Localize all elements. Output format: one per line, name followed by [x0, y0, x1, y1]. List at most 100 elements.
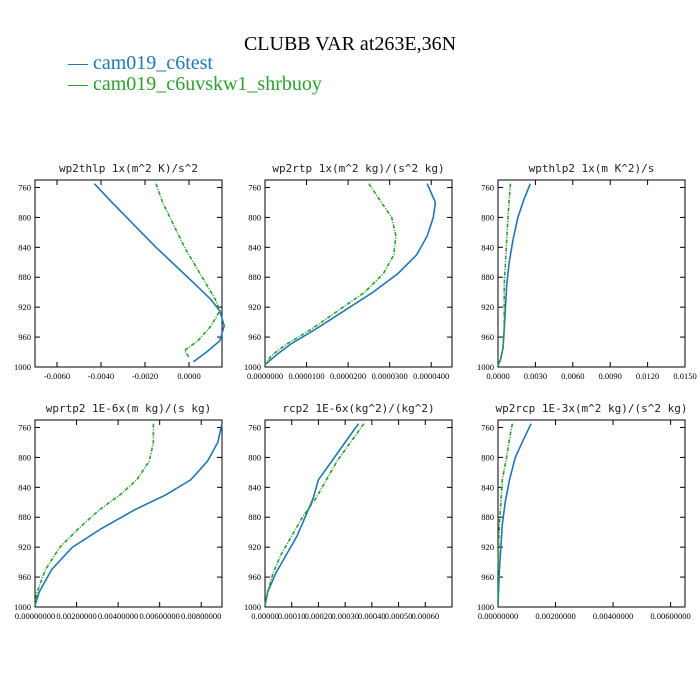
y-tick-label: 880 — [481, 512, 494, 522]
y-tick-label: 880 — [18, 512, 31, 522]
y-tick-label: 920 — [481, 302, 494, 312]
x-tick-label: 0.0000100 — [288, 371, 324, 381]
y-tick-label: 960 — [18, 332, 31, 342]
panel-frame — [34, 419, 223, 608]
x-tick-label: 0.0120 — [636, 371, 659, 381]
series-line-c6test — [34, 423, 223, 606]
y-tick-label: 1000 — [14, 602, 31, 612]
y-tick-label: 960 — [481, 572, 494, 582]
x-tick-label: 0.00000000 — [478, 611, 518, 621]
series-line-shrbuoy — [34, 423, 155, 606]
x-tick-label: 0.0000400 — [413, 371, 449, 381]
y-tick-label: 760 — [18, 182, 31, 192]
y-tick-label: 960 — [248, 572, 261, 582]
y-tick-label: 800 — [481, 212, 494, 222]
x-tick-label: -0.0040 — [88, 371, 114, 381]
series-line-shrbuoy — [264, 423, 365, 606]
series-line-shrbuoy — [155, 183, 221, 358]
panel-title: wp2thlp 1x(m^2 K)/s^2 — [59, 162, 198, 175]
y-tick-label: 1000 — [477, 362, 494, 372]
x-tick-label: 0.0000000 — [247, 371, 283, 381]
y-tick-label: 880 — [18, 272, 31, 282]
y-tick-label: 920 — [18, 302, 31, 312]
x-tick-label: -0.0060 — [44, 371, 70, 381]
panel-2: wp2rtp 1x(m^2 kg)/(s^2 kg) 760 800 840 880 92… — [244, 162, 453, 381]
x-tick-label: -0.0020 — [132, 371, 158, 381]
x-tick-label: 0.0000200 — [330, 371, 366, 381]
y-tick-label: 920 — [248, 302, 261, 312]
panel-frame — [264, 179, 453, 368]
y-tick-label: 800 — [248, 212, 261, 222]
y-tick-label: 800 — [481, 452, 494, 462]
series-line-shrbuoy — [497, 423, 514, 606]
x-tick-label: 0.00060 — [411, 611, 439, 621]
panel-5: rcp2 1E-6x(kg^2)/(kg^2) 760 800 840 880 920 96… — [244, 402, 453, 621]
x-tick-label: 0.0060 — [561, 371, 584, 381]
panel-title: wpthlp2 1x(m K^2)/s — [529, 162, 655, 175]
panel-frame — [34, 179, 223, 368]
legend-entry-shrbuoy: — cam019_c6uvskw1_shrbuoy — [67, 73, 322, 95]
figure-title: CLUBB VAR at263E,36N — [244, 33, 456, 55]
x-tick-label: 0.00030 — [331, 611, 359, 621]
x-tick-label: 0.00200000 — [535, 611, 575, 621]
y-tick-label: 880 — [248, 272, 261, 282]
y-tick-label: 800 — [18, 452, 31, 462]
panel-title: wp2rtp 1x(m^2 kg)/(s^2 kg) — [272, 162, 444, 175]
y-tick-label: 760 — [481, 182, 494, 192]
y-tick-label: 840 — [248, 242, 261, 252]
y-tick-label: 840 — [481, 482, 494, 492]
x-tick-label: 0.00600000 — [139, 611, 179, 621]
x-tick-label: 0.00050 — [385, 611, 413, 621]
y-tick-label: 960 — [481, 332, 494, 342]
series-line-c6test — [93, 183, 226, 363]
panel-title: wprtp2 1E-6x(m kg)/(s kg) — [46, 402, 212, 415]
x-tick-label: 0.00000000 — [15, 611, 55, 621]
x-tick-label: 0.00020 — [305, 611, 333, 621]
y-tick-label: 800 — [18, 212, 31, 222]
x-tick-label: 0.0030 — [524, 371, 547, 381]
panels-group: wp2thlp 1x(m^2 K)/s^2 760 800 840 880 920 960 1… — [14, 162, 697, 621]
series-line-c6test — [264, 183, 437, 366]
series-line-shrbuoy — [497, 183, 512, 366]
y-tick-label: 1000 — [244, 602, 261, 612]
x-tick-label: 0.00800000 — [181, 611, 221, 621]
y-tick-label: 880 — [481, 272, 494, 282]
y-tick-label: 760 — [248, 182, 261, 192]
series-line-c6test — [497, 423, 532, 606]
y-tick-label: 1000 — [244, 362, 261, 372]
x-tick-label: 0.0150 — [673, 371, 696, 381]
y-tick-label: 880 — [248, 512, 261, 522]
y-tick-label: 960 — [248, 332, 261, 342]
y-tick-label: 760 — [18, 422, 31, 432]
panel-frame — [264, 419, 453, 608]
x-tick-label: 0.00600000 — [650, 611, 690, 621]
y-tick-label: 760 — [481, 422, 494, 432]
x-tick-label: 0.00200000 — [56, 611, 96, 621]
panel-frame — [497, 419, 686, 608]
y-tick-label: 840 — [18, 482, 31, 492]
panel-frame — [497, 179, 686, 368]
panel-6: wp2rcp 1E-3x(m^2 kg)/(s^2 kg)760 800 840 88… — [477, 402, 691, 621]
x-tick-label: 0.0000 — [177, 371, 200, 381]
y-tick-label: 840 — [481, 242, 494, 252]
y-tick-label: 960 — [18, 572, 31, 582]
y-tick-label: 800 — [248, 452, 261, 462]
x-tick-label: 0.00400000 — [98, 611, 138, 621]
y-tick-label: 920 — [18, 542, 31, 552]
y-tick-label: 920 — [248, 542, 261, 552]
legend-entry-c6test: — cam019_c6test — [67, 52, 213, 74]
x-tick-label: 0.00040 — [358, 611, 386, 621]
y-tick-label: 840 — [18, 242, 31, 252]
x-tick-label: 0.00010 — [278, 611, 306, 621]
x-tick-label: 0.0000300 — [372, 371, 408, 381]
panel-title: rcp2 1E-6x(kg^2)/(kg^2) — [282, 402, 434, 415]
panel-title: wp2rcp 1E-3x(m^2 kg)/(s^2 kg) — [495, 402, 687, 415]
y-tick-label: 840 — [248, 482, 261, 492]
y-tick-label: 1000 — [14, 362, 31, 372]
series-line-c6test — [264, 423, 360, 606]
y-tick-label: 760 — [248, 422, 261, 432]
x-tick-label: 0.0000 — [486, 371, 509, 381]
panel-3: wpthlp2 1x(m K^2)/s 760 800 840 880 920 960 100… — [477, 162, 697, 381]
